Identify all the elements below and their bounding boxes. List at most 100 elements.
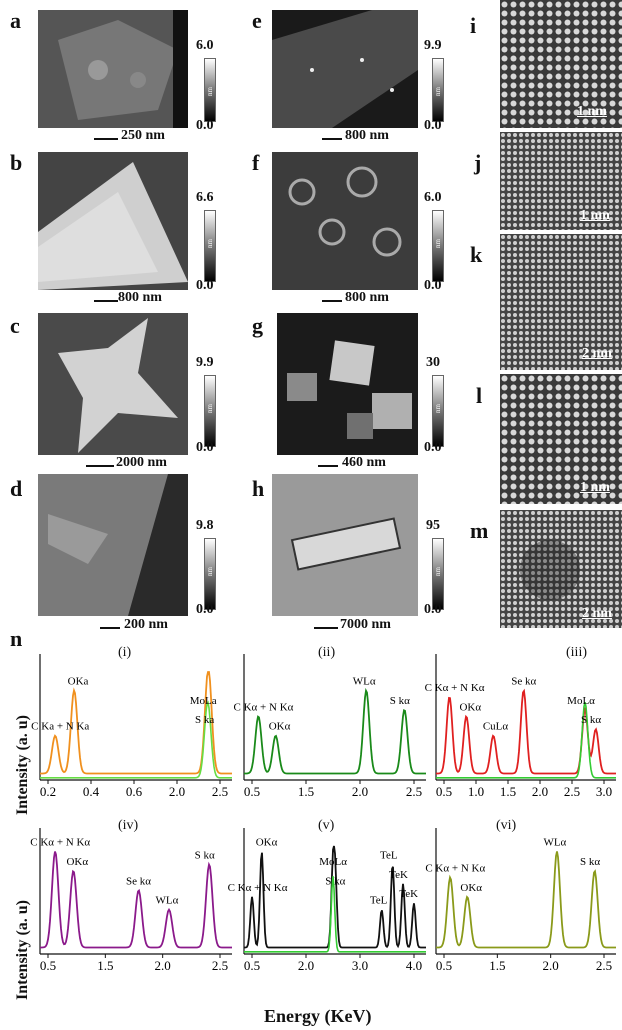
- peak-label: MoLα: [567, 695, 595, 707]
- x-axis-label: Energy (KeV): [264, 1006, 372, 1026]
- scale-label-b: 800 nm: [118, 290, 162, 305]
- spectrum-chart-v: 0.5 2.0 3.0 4.0 C Kα + N Kα OKα MoLα S kα TeL TeL…: [228, 826, 430, 976]
- peak-label: S kα: [195, 849, 215, 861]
- scale-label-e: 800 nm: [345, 128, 389, 143]
- peak-label: C Ka + N Ka: [31, 721, 89, 733]
- peak-label: C Kα + N Kα: [30, 836, 90, 848]
- stm-scale-l: 1 nm: [580, 480, 610, 495]
- peak-label: MoLa: [190, 695, 217, 707]
- x-tick-label: 4.0: [406, 958, 422, 973]
- stm-image-m: [500, 510, 622, 628]
- peak-label: C Kα + N Kα: [228, 882, 288, 894]
- colorbar-min-g: 0.0: [424, 440, 442, 455]
- colorbar-max-h: 95: [426, 518, 440, 533]
- peak-label: WLα: [543, 836, 566, 848]
- x-tick-label: 2.0: [532, 784, 548, 799]
- x-tick-label: 2.0: [352, 784, 368, 799]
- scale-bar-f: [322, 300, 342, 302]
- colorbar-max-c: 9.9: [196, 355, 214, 370]
- afm-image-e: [272, 10, 418, 128]
- x-tick-label: 2.5: [596, 958, 612, 973]
- panel-letter-b: b: [10, 150, 23, 175]
- afm-image-b: [38, 152, 188, 290]
- x-tick-label: 2.0: [543, 958, 559, 973]
- scale-bar-c: [86, 465, 114, 467]
- peak-label: TeL: [370, 895, 388, 907]
- x-tick-label: 2.5: [564, 784, 580, 799]
- scale-bar-h: [314, 627, 338, 629]
- colorbar-min-b: 0.0: [196, 278, 214, 293]
- spectrum-title-ii: (ii): [318, 645, 336, 660]
- spectrum-line: [244, 687, 426, 775]
- colorbar-min-d: 0.0: [196, 602, 214, 617]
- panel-letter-j: j: [474, 150, 482, 175]
- stm-scale-k: 2 nm: [582, 346, 612, 361]
- x-tick-label: 1.5: [500, 784, 516, 799]
- panel-letter-h: h: [252, 476, 265, 501]
- colorbar-max-g: 30: [426, 355, 440, 370]
- x-tick-label: 2.0: [155, 958, 171, 973]
- colorbar-d: nm: [204, 538, 216, 610]
- colorbar-max-b: 6.6: [196, 190, 214, 205]
- x-tick-label: 2.0: [169, 784, 185, 799]
- colorbar-min-f: 0.0: [424, 278, 442, 293]
- scale-label-f: 800 nm: [345, 290, 389, 305]
- spectrum-chart-ii: 0.5 1.5 2.0 2.5 C Kα + N Kα OKα WLα S kα: [233, 652, 430, 802]
- peak-label: WLα: [353, 675, 376, 687]
- x-tick-label: 1.5: [489, 958, 505, 973]
- peak-label: S ka: [195, 714, 214, 726]
- afm-image-f: [272, 152, 418, 290]
- colorbar-max-d: 9.8: [196, 518, 214, 533]
- scale-bar-d: [100, 627, 120, 629]
- panel-letter-l: l: [476, 383, 483, 408]
- colorbar-g: nm: [432, 375, 444, 447]
- spectrum-line: [40, 671, 232, 775]
- stm-scale-i: 1 nm: [577, 104, 607, 119]
- colorbar-c: nm: [204, 375, 216, 447]
- peak-label: OKα: [459, 701, 481, 713]
- spectrum-title-v: (v): [318, 818, 335, 833]
- spectrum-line: [244, 845, 426, 949]
- x-tick-label: 1.5: [298, 784, 314, 799]
- spectrum-title-i: (i): [118, 645, 132, 660]
- spectrum-title-iv: (iv): [118, 818, 139, 833]
- panel-letter-d: d: [10, 476, 23, 501]
- spectrum-chart-vi: 0.5 1.5 2.0 2.5 C Kα + N Kα OKα WLα S kα: [425, 826, 620, 976]
- y-axis-label-top: Intensity (a. u): [14, 714, 31, 815]
- x-tick-label: 0.2: [40, 784, 56, 799]
- peak-label: S kα: [580, 856, 600, 868]
- colorbar-max-a: 6.0: [196, 38, 214, 53]
- x-tick-label: 2.0: [298, 958, 314, 973]
- peak-label: MoLα: [319, 856, 347, 868]
- peak-label: CuLα: [483, 721, 509, 733]
- x-tick-label: 0.5: [436, 784, 452, 799]
- scale-label-g: 460 nm: [342, 455, 386, 470]
- peak-label: OKα: [256, 836, 278, 848]
- colorbar-h: nm: [432, 538, 444, 610]
- fit-line: [40, 700, 232, 779]
- x-tick-label: 0.5: [244, 958, 260, 973]
- colorbar-f: nm: [432, 210, 444, 282]
- scale-label-a: 250 nm: [121, 128, 165, 143]
- colorbar-e: nm: [432, 58, 444, 122]
- afm-image-c: [38, 313, 188, 455]
- panel-letter-m: m: [470, 518, 489, 543]
- stm-scale-j: 1 nm: [580, 208, 610, 223]
- scale-bar-b: [94, 300, 118, 302]
- scale-label-h: 7000 nm: [340, 617, 391, 632]
- peak-label: WLα: [156, 895, 179, 907]
- scale-bar-g: [318, 465, 338, 467]
- x-tick-label: 0.5: [436, 958, 452, 973]
- afm-image-a: [38, 10, 188, 128]
- stm-image-i: [500, 0, 622, 128]
- peak-label: Se kα: [126, 875, 151, 887]
- afm-image-d: [38, 474, 188, 616]
- peak-label: TeK: [399, 888, 418, 900]
- fit-line: [244, 876, 426, 953]
- x-tick-label: 1.5: [97, 958, 113, 973]
- scale-bar-e: [322, 138, 342, 140]
- peak-label: C Kα + N Kα: [425, 682, 485, 694]
- peak-label: S kα: [325, 875, 345, 887]
- peak-label: Se kα: [511, 675, 536, 687]
- spectrum-line: [40, 851, 232, 949]
